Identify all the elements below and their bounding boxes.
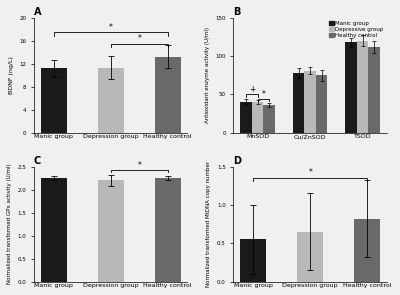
Bar [41,68,66,133]
Y-axis label: Normalized transformed GPx activity (U/ml): Normalized transformed GPx activity (U/m… [7,164,12,284]
Bar [297,232,323,282]
Bar [240,240,266,282]
Text: *: * [308,168,312,177]
Bar [41,178,66,282]
Text: D: D [233,156,241,166]
Text: +: + [249,85,255,94]
Text: B: B [233,7,241,17]
Y-axis label: BDNF (ng/L): BDNF (ng/L) [9,56,14,94]
Bar [357,41,368,133]
Text: *: * [137,34,141,43]
Bar [345,42,357,133]
Bar [252,102,264,133]
Bar [98,181,124,282]
Bar [264,105,275,133]
Bar [316,75,328,133]
Legend: Manic group, Depressive group, Healthy control: Manic group, Depressive group, Healthy c… [329,20,384,38]
Bar [155,57,180,133]
Bar [368,47,380,133]
Y-axis label: Antioxidant enzyme activity (U/ml): Antioxidant enzyme activity (U/ml) [205,27,210,123]
Bar [354,219,380,282]
Bar [155,178,180,282]
Y-axis label: Normalized transformed MtDNA copy number: Normalized transformed MtDNA copy number [206,161,212,287]
Text: *: * [262,90,265,99]
Bar [304,71,316,133]
Bar [240,102,252,133]
Text: *: * [137,161,141,170]
Text: C: C [34,156,41,166]
Bar [293,73,304,133]
Text: *: * [109,22,113,32]
Bar [98,68,124,133]
Text: A: A [34,7,41,17]
